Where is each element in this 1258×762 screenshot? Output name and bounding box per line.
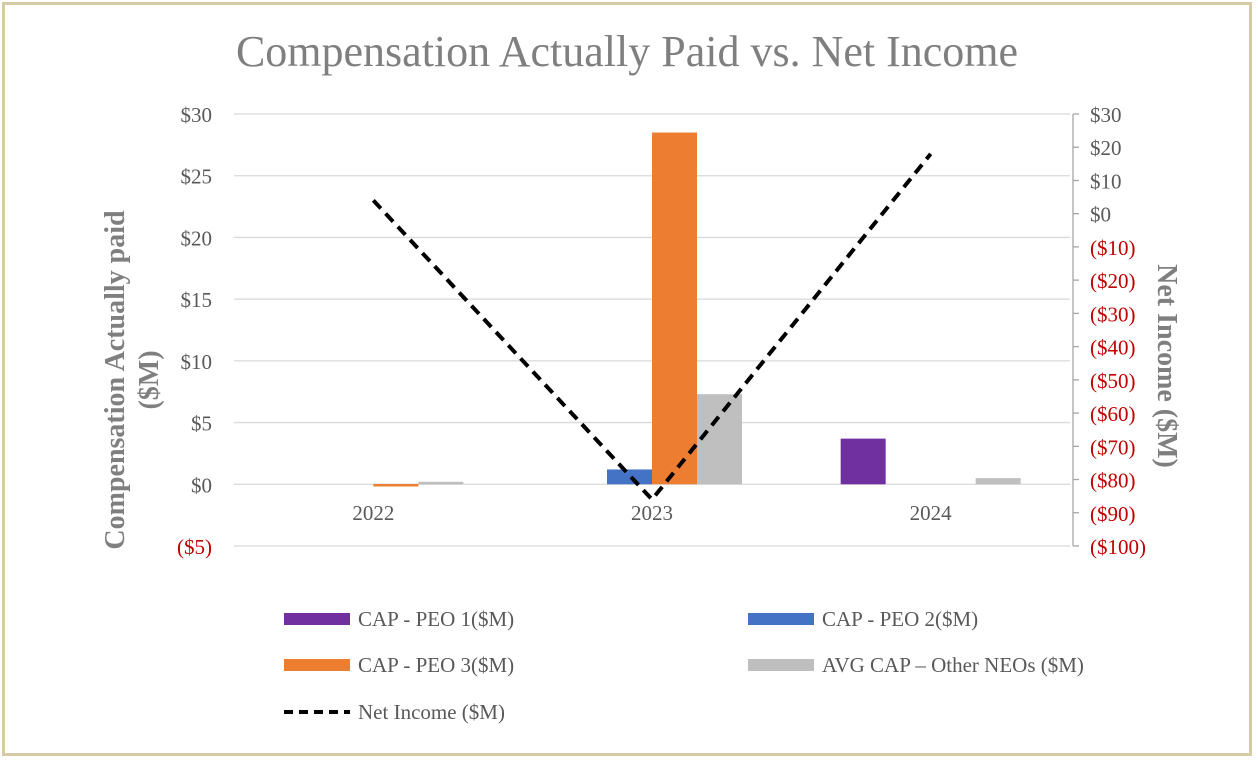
- y-right-tick-label: $30: [1090, 103, 1122, 127]
- y-left-tick-label: $20: [181, 226, 213, 250]
- y-right-tick-label: $20: [1090, 136, 1122, 160]
- legend-swatch: [748, 613, 814, 625]
- bar: [697, 394, 742, 485]
- y-axis-right-label: Net Income ($M): [1151, 264, 1182, 468]
- x-tick-label: 2024: [910, 501, 953, 525]
- axes: $30 $25 $20 $15 $10 $5 $0 ($5) $30 $20 $10 $0 ($10) (…: [177, 103, 1146, 559]
- y-left-tick-label: $30: [181, 103, 213, 127]
- y-right-tick-label: $0: [1090, 203, 1111, 227]
- y-right-tick-label: $10: [1090, 169, 1122, 193]
- y-left-tick-label: $25: [181, 165, 213, 189]
- chart-title: Compensation Actually Paid vs. Net Incom…: [236, 27, 1018, 76]
- bars: [373, 132, 1021, 487]
- y-right-tick-label: ($60): [1090, 402, 1136, 426]
- y-right-tick-label: ($80): [1090, 469, 1136, 493]
- y-right-tick-label: ($70): [1090, 435, 1136, 459]
- bar: [652, 132, 697, 485]
- legend-label: CAP - PEO 3($M): [358, 653, 514, 677]
- legend-label: CAP - PEO 2($M): [822, 607, 978, 631]
- legend-label: AVG CAP – Other NEOs ($M): [822, 653, 1084, 677]
- y-left-tick-label: $5: [191, 412, 212, 436]
- y-right-tick-label: ($100): [1090, 535, 1146, 559]
- bar: [975, 478, 1021, 485]
- y-right-tick-label: ($50): [1090, 369, 1136, 393]
- legend-swatch: [284, 613, 350, 625]
- y-right-tick-label: ($10): [1090, 236, 1136, 260]
- legend-swatch: [748, 659, 814, 671]
- y-right-tick-label: ($90): [1090, 502, 1136, 526]
- y-right-tick-label: ($30): [1090, 302, 1136, 326]
- x-tick-label: 2022: [352, 501, 394, 525]
- y-right-tick-label: ($40): [1090, 336, 1136, 360]
- bar: [607, 469, 652, 485]
- legend: CAP - PEO 1($M) CAP - PEO 2($M) CAP - PEO …: [284, 607, 1084, 724]
- y-left-tick-label: $15: [181, 288, 213, 312]
- y-left-tick-label: $10: [181, 350, 213, 374]
- legend-label: Net Income ($M): [358, 700, 505, 724]
- line-series: [371, 152, 933, 503]
- legend-label: CAP - PEO 1($M): [358, 607, 514, 631]
- bar: [840, 438, 886, 485]
- y-axis-left-label-line2: ($M): [134, 350, 165, 409]
- legend-swatch: [284, 659, 350, 671]
- bar: [418, 481, 464, 485]
- y-left-tick-label: ($5): [177, 535, 212, 559]
- net-income-line: [371, 152, 933, 503]
- x-tick-label: 2023: [631, 501, 673, 525]
- y-axis-left-label-line1: Compensation Actually paid: [100, 210, 131, 550]
- bar: [373, 484, 419, 487]
- y-right-tick-label: ($20): [1090, 269, 1136, 293]
- y-left-tick-label: $0: [191, 473, 212, 497]
